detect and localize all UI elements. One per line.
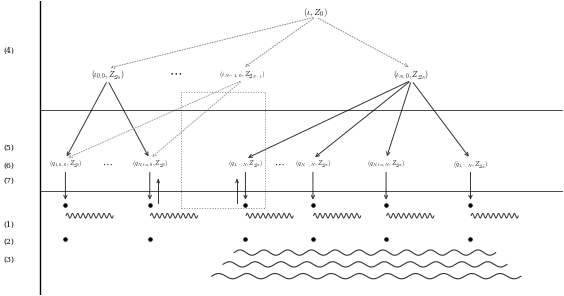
Text: $(\iota_{0,0}, Z_{\unlhd_0})$: $(\iota_{0,0}, Z_{\unlhd_0})$ <box>91 68 124 81</box>
Text: $\cdots$: $\cdots$ <box>102 159 113 169</box>
Text: (5): (5) <box>3 144 15 152</box>
Text: $(\iota_{N,0}, Z_{\unlhd_N})$: $(\iota_{N,0}, Z_{\unlhd_N})$ <box>393 68 430 81</box>
Text: (4): (4) <box>3 47 15 55</box>
Text: $(q_{N,t_M,N}, Z_{\unlhd_N})$: $(q_{N,t_M,N}, Z_{\unlhd_N})$ <box>367 159 406 170</box>
Text: $(\bar{q}_{1,\cdot,N}, Z_{\unlhd_N^*})$: $(\bar{q}_{1,\cdot,N}, Z_{\unlhd_N^*})$ <box>453 159 488 170</box>
Text: $(q_{N,t_M,0}, Z_{\unlhd_0})$: $(q_{N,t_M,0}, Z_{\unlhd_0})$ <box>131 159 168 170</box>
Text: (6): (6) <box>3 162 15 170</box>
Text: (3): (3) <box>3 256 15 264</box>
Text: $(\iota, Z_0)$: $(\iota, Z_0)$ <box>303 6 328 19</box>
Text: $(q_{1,t_1,0}, Z_{\unlhd_0})$: $(q_{1,t_1,0}, Z_{\unlhd_0})$ <box>49 159 82 170</box>
Text: (1): (1) <box>3 221 15 229</box>
Text: $\cdots$: $\cdots$ <box>169 66 182 79</box>
Text: (2): (2) <box>3 238 15 246</box>
Text: $(q_{N,\cdot,N}, Z_{\unlhd_N})$: $(q_{N,\cdot,N}, Z_{\unlhd_N})$ <box>294 159 331 170</box>
Text: $(q_{1,\cdot,N}, Z_{\unlhd_N})$: $(q_{1,\cdot,N}, Z_{\unlhd_N})$ <box>228 159 263 170</box>
Text: $(\iota_{N-1,0}, Z_{\unlhd_{N-1}})$: $(\iota_{N-1,0}, Z_{\unlhd_{N-1}})$ <box>219 69 266 80</box>
Text: (7): (7) <box>3 176 15 184</box>
Text: $\cdots$: $\cdots$ <box>274 159 284 169</box>
